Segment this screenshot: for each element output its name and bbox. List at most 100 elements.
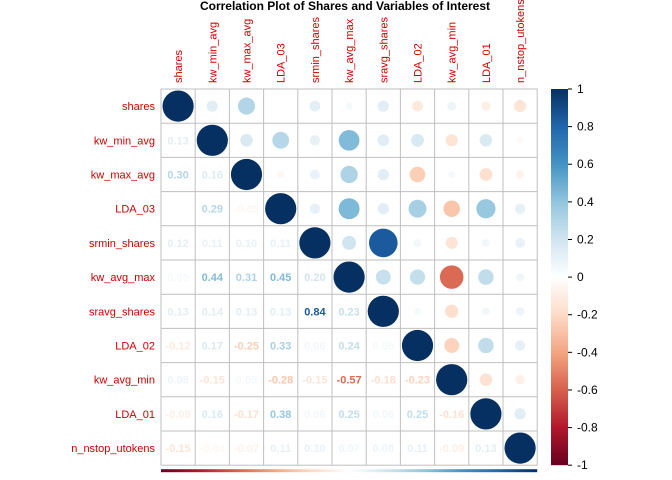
corr-value-2-1: 0.16 (202, 170, 223, 182)
corr-value-8-1: -0.15 (200, 375, 225, 387)
corr-circle-4-9 (482, 239, 490, 247)
corr-value-7-3: 0.33 (270, 341, 291, 353)
corr-value-7-1: 0.17 (202, 341, 223, 353)
corr-value-5-1: 0.44 (202, 272, 224, 284)
corr-value-4-2: 0.10 (236, 238, 257, 250)
colorbar-tick-label: -0.2 (577, 308, 598, 322)
corr-value-9-7: 0.25 (407, 409, 428, 421)
column-label: kw_avg_max (344, 18, 356, 83)
corr-value-8-2: 0.05 (236, 375, 257, 387)
corr-circle-1-1 (196, 124, 228, 156)
corr-value-10-8: -0.09 (439, 443, 464, 455)
column-label: LDA_03 (276, 43, 288, 83)
corr-value-8-5: -0.57 (337, 375, 362, 387)
row-label: kw_avg_max (91, 272, 156, 284)
column-label: LDA_02 (413, 43, 425, 83)
corr-circle-5-9 (478, 269, 494, 285)
column-label: sravg_shares (378, 16, 390, 83)
corr-value-4-0: 0.12 (167, 238, 188, 250)
corr-circle-4-7 (413, 239, 422, 247)
marks: 0.13 0.30 0.16 0.01 0.29 -0.05 0.12 0.11 0.10 0.1… (162, 90, 536, 464)
corr-circle-0-5 (345, 102, 353, 110)
corr-circle-2-4 (309, 169, 320, 180)
corr-circle-9-10 (514, 408, 526, 420)
corr-circle-5-5 (333, 261, 365, 293)
colorbar-legend: 10.80.60.40.20-0.2-0.4-0.6-0.8-1 (161, 82, 598, 473)
corr-value-9-0: -0.09 (166, 409, 191, 421)
column-label: n_nstop_utokens (515, 0, 527, 83)
corr-circle-10-10 (504, 432, 536, 464)
corr-circle-2-3 (277, 171, 285, 178)
corr-value-9-1: 0.16 (202, 409, 223, 421)
corr-value-10-9: 0.13 (475, 443, 496, 455)
corr-circle-9-9 (470, 398, 502, 430)
corr-circle-1-8 (445, 134, 458, 147)
corr-value-9-5: 0.25 (338, 409, 359, 421)
corr-circle-1-9 (479, 134, 493, 147)
corr-circle-0-4 (309, 100, 321, 112)
colorbar-tick-label: -0.6 (577, 383, 598, 397)
corr-circle-2-10 (515, 170, 525, 179)
colorbar-tick-label: 0.8 (577, 120, 594, 134)
corr-circle-2-6 (377, 168, 389, 181)
column-label: LDA_01 (481, 43, 493, 83)
corr-circle-4-8 (445, 236, 458, 249)
corr-value-9-4: 0.06 (304, 409, 325, 421)
corr-value-9-6: 0.06 (373, 409, 394, 421)
corr-value-10-0: -0.15 (166, 443, 191, 455)
colorbar-tick-label: -0.8 (577, 421, 598, 435)
corr-circle-6-9 (482, 307, 490, 316)
corr-value-8-6: -0.18 (371, 375, 396, 387)
row-label: LDA_01 (115, 409, 155, 421)
corr-circle-0-9 (481, 101, 491, 111)
corr-value-6-3: 0.13 (270, 306, 291, 318)
corr-value-7-5: 0.24 (338, 341, 360, 353)
colorbar-tick-label: -1 (577, 458, 588, 472)
corr-circle-5-8 (439, 265, 464, 289)
corr-circle-1-2 (240, 134, 253, 147)
row-label: srmin_shares (89, 238, 156, 250)
corr-circle-2-2 (230, 158, 263, 191)
corr-circle-4-10 (515, 237, 526, 248)
corr-circle-8-8 (436, 364, 468, 396)
colorbar-tick-label: 0.4 (577, 195, 594, 209)
row-label: kw_min_avg (94, 135, 155, 147)
corr-circle-5-10 (515, 272, 525, 282)
corr-value-9-3: 0.38 (270, 409, 291, 421)
row-labels: shares kw_min_avg kw_max_avg LDA_03 srmin_sh… (71, 101, 155, 455)
column-labels: shares kw_min_avg kw_max_avg LDA_03 srmin_sh… (173, 0, 527, 83)
corr-value-6-1: 0.14 (202, 306, 224, 318)
row-label: LDA_02 (115, 341, 155, 353)
corr-circle-2-8 (448, 171, 456, 178)
colorbar-tick-label: -0.4 (577, 345, 598, 359)
corr-circle-3-3 (265, 193, 297, 225)
column-label: srmin_shares (310, 16, 322, 83)
corr-value-10-1: -0.04 (200, 443, 226, 455)
corr-circle-1-4 (309, 135, 321, 146)
corr-circle-4-6 (369, 228, 398, 258)
colorbar-tick-label: 0.6 (577, 157, 594, 171)
row-label: shares (122, 101, 156, 113)
column-label: kw_min_avg (207, 22, 219, 83)
row-label: sravg_shares (89, 306, 156, 318)
corr-circle-2-5 (340, 165, 358, 184)
corr-circle-6-7 (414, 307, 421, 315)
corr-circle-3-7 (408, 199, 427, 218)
colorbar-gradient (551, 89, 568, 466)
corr-value-10-5: 0.07 (338, 443, 359, 455)
corr-circle-7-7 (401, 329, 434, 362)
corr-value-5-0: 0.05 (167, 272, 188, 284)
corr-value-5-3: 0.45 (270, 272, 291, 284)
corr-value-6-2: 0.13 (236, 306, 257, 318)
corr-value-2-0: 0.30 (167, 170, 188, 182)
colorbar-tick-label: 0.2 (577, 232, 594, 246)
corr-value-3-2: -0.05 (234, 204, 259, 216)
corr-circle-8-10 (515, 375, 525, 385)
corr-circle-6-8 (445, 304, 459, 318)
corr-circle-2-7 (409, 166, 426, 183)
corr-circle-7-10 (514, 340, 526, 351)
corr-circle-3-10 (514, 203, 526, 214)
column-label: kw_max_avg (242, 19, 254, 83)
colorbar-tick-label: 1 (577, 82, 584, 96)
